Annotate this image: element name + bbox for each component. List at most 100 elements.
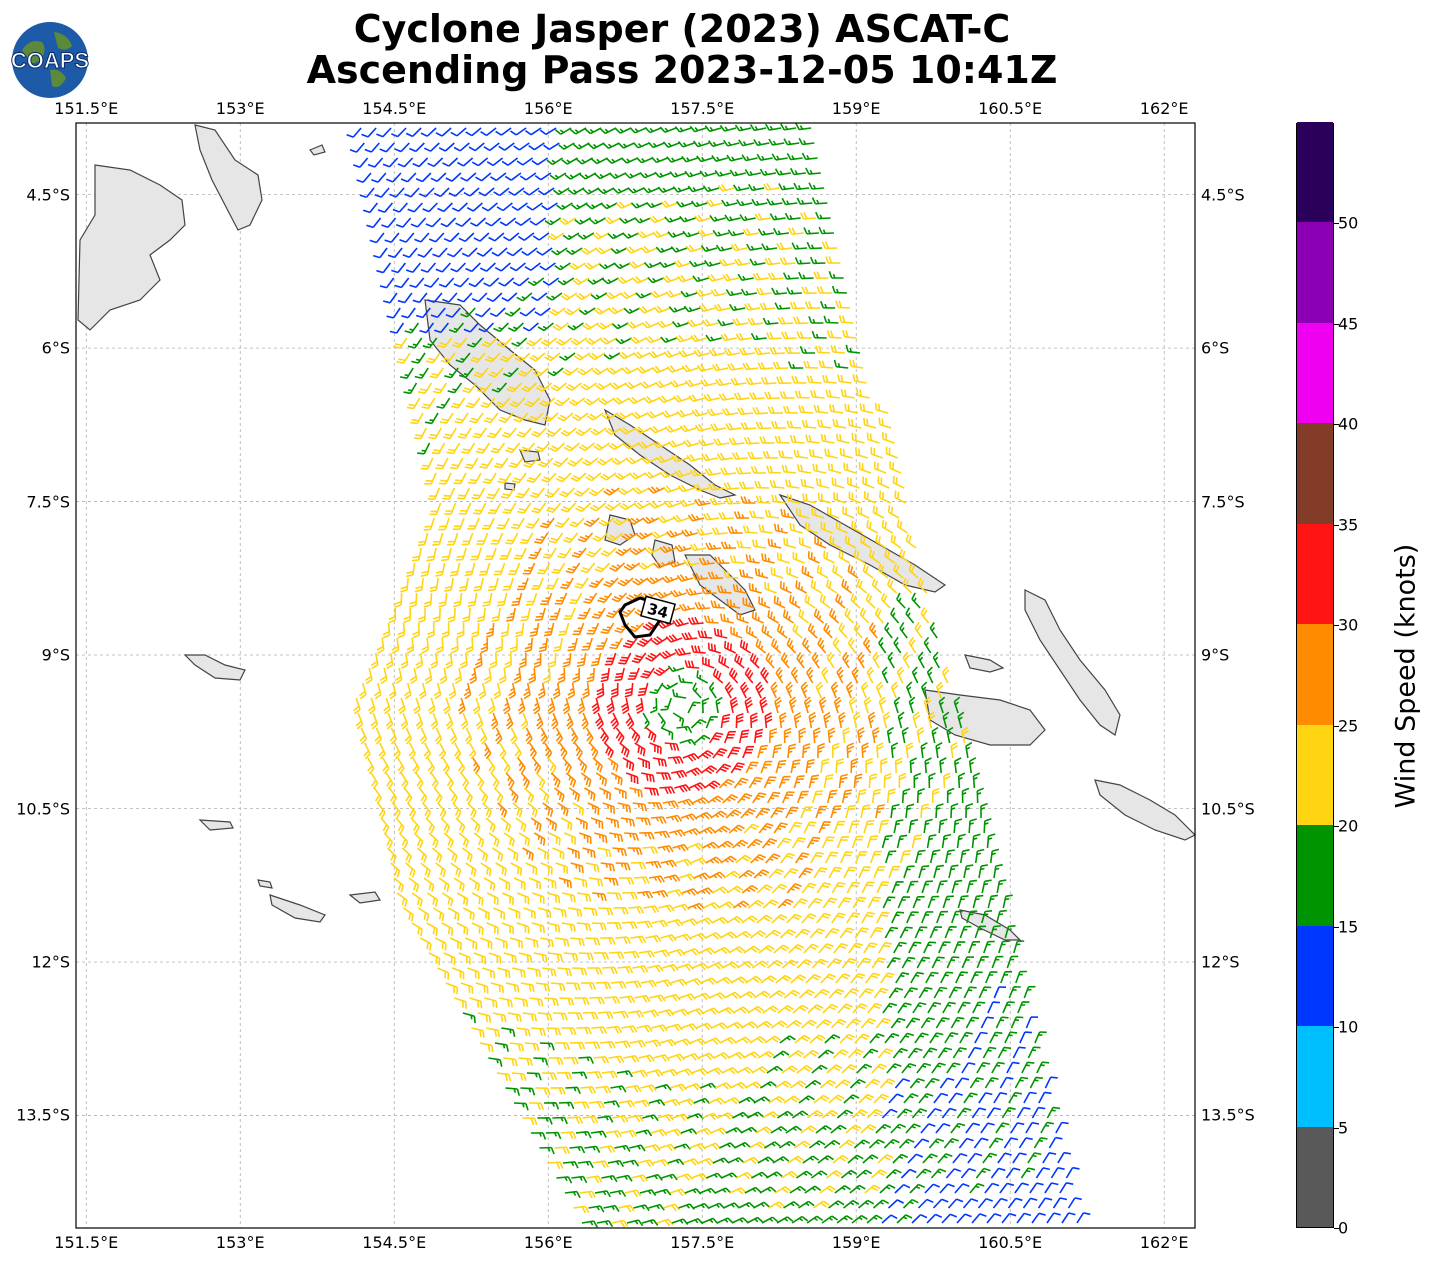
wind-barb (896, 592, 906, 609)
wind-barb (1012, 1152, 1027, 1164)
wind-barb (498, 142, 515, 151)
wind-barb (980, 1122, 995, 1134)
wind-barb (443, 232, 460, 243)
wind-barb (738, 1096, 756, 1104)
wind-barb (707, 795, 724, 804)
wind-barb (738, 481, 755, 490)
wind-barb (619, 607, 636, 618)
wind-barb (644, 126, 662, 134)
wind-barb (841, 957, 857, 969)
wind-barb (541, 202, 558, 211)
wind-barb (961, 1062, 976, 1074)
wind-barb (678, 1098, 696, 1106)
wind-barb (662, 485, 680, 493)
wind-barb (650, 636, 668, 646)
wind-barb (580, 562, 596, 574)
wind-barb (718, 393, 735, 401)
wind-barb (730, 626, 743, 639)
wind-barb (674, 544, 692, 553)
wind-barb (476, 607, 486, 623)
wind-barb (708, 1202, 725, 1209)
wind-barb (832, 1154, 849, 1164)
wind-barb (697, 229, 715, 238)
wind-barb (575, 502, 592, 513)
wind-barb (781, 197, 798, 206)
wind-barb (661, 682, 679, 690)
wind-barb (727, 526, 743, 534)
wind-barb (572, 802, 585, 816)
wind-barb (723, 1202, 740, 1209)
wind-barb (965, 741, 973, 759)
wind-barb (432, 532, 444, 546)
wind-barb (755, 287, 773, 296)
wind-barb (591, 697, 600, 715)
wind-barb (986, 833, 996, 849)
wind-barb (819, 1079, 837, 1089)
wind-barb (890, 534, 902, 549)
wind-barb (602, 277, 620, 285)
colorbar-segment (1297, 221, 1333, 323)
wind-barb (940, 971, 954, 984)
wind-barb (506, 382, 523, 393)
wind-barb (446, 247, 463, 258)
wind-barb (920, 607, 930, 624)
wind-barb (672, 186, 690, 193)
wind-barb (539, 1146, 555, 1155)
wind-barb (843, 1094, 860, 1104)
wind-barb (695, 811, 713, 820)
wind-barb (929, 621, 938, 639)
wind-barb (691, 1172, 708, 1181)
wind-barb (682, 752, 700, 762)
wind-barb (499, 997, 513, 1008)
wind-barb (614, 667, 625, 682)
wind-barb (657, 186, 675, 194)
wind-barb (487, 427, 502, 439)
wind-barb (817, 1049, 834, 1059)
wind-barb (628, 622, 645, 633)
wind-barb (678, 603, 696, 612)
wind-barb (917, 577, 928, 594)
wind-barb (607, 757, 619, 772)
wind-barb (732, 900, 750, 909)
wind-barb (503, 1057, 518, 1067)
wind-barb (584, 1041, 601, 1050)
wind-barb (529, 622, 540, 637)
wind-barb (450, 127, 467, 137)
colorbar-tick-label: 35 (1338, 515, 1359, 535)
wind-barb (700, 378, 717, 387)
wind-barb (476, 532, 489, 545)
wind-barb (1034, 1031, 1047, 1044)
wind-barb (851, 666, 859, 684)
wind-barb (767, 272, 784, 281)
wind-barb (433, 682, 442, 700)
wind-barb (605, 291, 623, 300)
wind-barb (1016, 1106, 1031, 1119)
wind-barb (730, 243, 748, 252)
wind-barb (567, 1116, 584, 1124)
wind-barb (522, 1012, 538, 1022)
wind-barb (633, 1099, 651, 1108)
wind-barb (609, 562, 626, 572)
wind-barb (750, 332, 767, 341)
wind-barb (386, 172, 402, 183)
wind-barb (1046, 1106, 1061, 1119)
wind-barb (623, 307, 641, 315)
wind-barb (497, 802, 508, 818)
wind-barb (826, 789, 838, 804)
wind-barb (576, 1026, 592, 1035)
wind-barb (410, 217, 427, 228)
wind-barb (364, 667, 373, 685)
wind-barb (761, 1216, 779, 1224)
wind-barb (747, 451, 763, 460)
wind-barb (466, 202, 483, 212)
wind-barb (886, 726, 895, 744)
wind-barb (696, 887, 714, 895)
wind-barb (769, 346, 786, 355)
wind-barb (875, 804, 886, 819)
wind-barb (465, 862, 477, 877)
lat-tick-right: 6°S (1201, 338, 1230, 358)
wind-barb (666, 889, 684, 897)
wind-barb (815, 681, 824, 699)
wind-barb (781, 959, 798, 969)
wind-barb (429, 502, 442, 516)
